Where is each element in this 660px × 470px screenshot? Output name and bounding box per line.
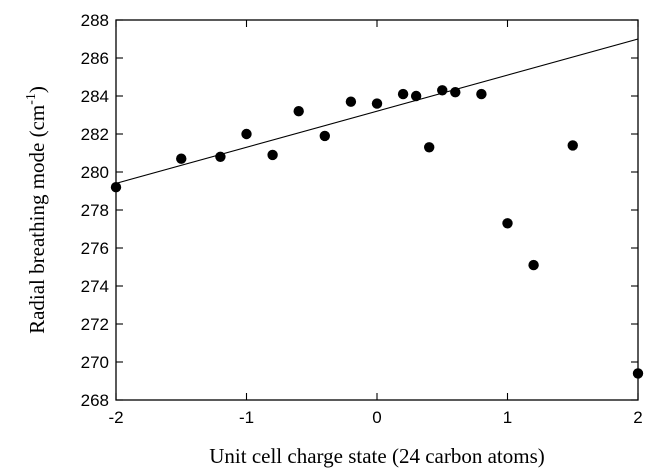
data-point [215,151,226,162]
y-tick-label: 268 [81,391,109,410]
data-point [528,259,539,271]
y-tick-label: 282 [81,125,109,144]
y-tick-label: 280 [81,163,109,182]
data-point [371,98,383,109]
fit-line [115,38,639,184]
data-point [241,128,252,140]
data-point [319,130,330,142]
data-point [450,87,461,98]
y-tick-label: 272 [81,315,109,334]
x-axis-ticks: -2 -1 0 1 2 [108,20,643,427]
y-tick-label: 288 [81,11,109,30]
data-point [176,153,187,164]
data-point [476,88,487,100]
y-tick-label: 286 [81,49,109,68]
y-tick-label: 276 [81,239,109,258]
x-tick-label: 0 [372,408,381,427]
x-tick-label: -2 [108,408,123,427]
x-tick-label: 1 [503,408,512,427]
y-axis-title-superscript: -1 [24,93,39,105]
data-point [437,85,448,96]
data-point [410,90,422,102]
data-point [424,142,435,153]
data-points-layer [110,85,644,379]
data-point [293,106,304,117]
data-point [267,149,278,161]
y-axis-title-suffix: ) [25,86,49,93]
y-tick-label: 284 [81,87,109,106]
data-point [567,140,578,151]
plot-frame [115,19,639,401]
data-point [502,218,513,229]
y-axis-ticks: 268 270 272 274 276 278 280 282 284 286 288 [81,11,638,410]
y-tick-label: 274 [81,277,109,296]
y-tick-label: 270 [81,353,109,372]
x-tick-label: 2 [633,408,642,427]
y-axis-title-main: Radial breathing mode (cm [25,105,49,334]
data-point [345,96,357,107]
y-tick-label: 278 [81,201,109,220]
y-axis-title: Radial breathing mode (cm-1) [24,86,49,334]
x-axis-title: Unit cell charge state (24 carbon atoms) [209,444,545,468]
x-tick-label: -1 [239,408,254,427]
fit-line-layer [115,38,639,184]
data-point [397,88,409,100]
